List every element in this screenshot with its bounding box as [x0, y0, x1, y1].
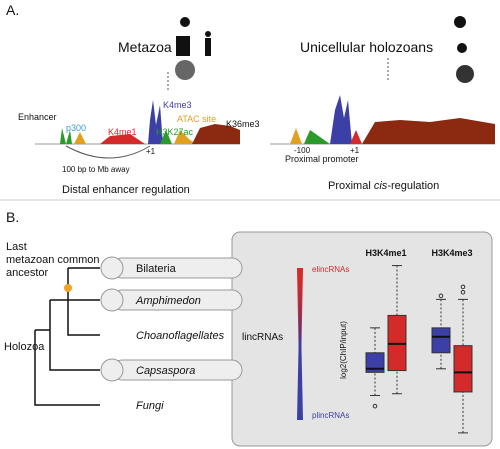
- promoter-label: Proximal promoter: [285, 154, 359, 164]
- taxon: Amphimedon: [135, 295, 201, 307]
- taxon: Bilateria: [136, 263, 177, 275]
- track-label: K36me3: [226, 119, 260, 129]
- box: [453, 345, 473, 393]
- clade-label: Holozoa: [4, 341, 45, 353]
- plinc-wedge: [297, 280, 303, 420]
- taxon: Fungi: [136, 400, 164, 412]
- distance-label: 100 bp to Mb away: [62, 165, 130, 174]
- tss-label: +1: [350, 146, 360, 155]
- caption: Distal enhancer regulation: [62, 184, 190, 196]
- lmca-line: Last: [6, 241, 27, 253]
- lmca-label: Last metazoan common ancestor: [6, 241, 100, 279]
- elinc-label: elincRNAs: [312, 265, 349, 274]
- tree-rows: [111, 257, 243, 381]
- outlier: [460, 284, 466, 290]
- box: [365, 352, 385, 373]
- tss-label: -100: [294, 146, 311, 155]
- track-label: p300: [66, 123, 86, 133]
- track-label: H3K27ac: [156, 127, 194, 137]
- taxon: Choanoflagellates: [136, 330, 225, 342]
- plinc-label: plincRNAs: [312, 411, 349, 420]
- icons: [175, 16, 474, 83]
- tracks: [35, 95, 495, 145]
- boxplot: H3K4me1 H3K4me3: [365, 248, 473, 434]
- lincrna-label: lincRNAs: [242, 332, 283, 343]
- distance-arc: [65, 145, 151, 159]
- group-title: Unicellular holozoans: [300, 39, 433, 55]
- outlier: [372, 403, 378, 409]
- lmca-node: [64, 284, 72, 292]
- y-axis-label: log2(ChIP/input): [339, 321, 348, 379]
- outlier: [460, 289, 466, 295]
- panel-box: [231, 231, 493, 447]
- tss-label: +1: [146, 147, 156, 156]
- group-title: Metazoa: [118, 39, 172, 55]
- track-label: Enhancer: [18, 112, 57, 122]
- category-label: H3K4me1: [365, 248, 406, 258]
- caption-part: Proximal: [328, 180, 371, 192]
- track-label: K4me1: [108, 127, 137, 137]
- panel-label: B.: [6, 209, 19, 225]
- outlier: [438, 293, 444, 299]
- panel-label: A.: [6, 2, 19, 18]
- box: [431, 327, 451, 354]
- lmca-line: ancestor: [6, 267, 49, 279]
- taxon-circles: [100, 256, 124, 382]
- caption-part: cis: [374, 180, 388, 192]
- category-label: H3K4me3: [431, 248, 472, 258]
- caption-part: -regulation: [387, 180, 439, 192]
- taxon: Capsaspora: [136, 365, 195, 377]
- track-label: K4me3: [163, 100, 192, 110]
- track-label: ATAC site: [177, 114, 216, 124]
- lmca-line: metazoan common: [6, 254, 100, 266]
- tree: [34, 267, 100, 406]
- caption: Proximal cis-regulation: [328, 180, 439, 192]
